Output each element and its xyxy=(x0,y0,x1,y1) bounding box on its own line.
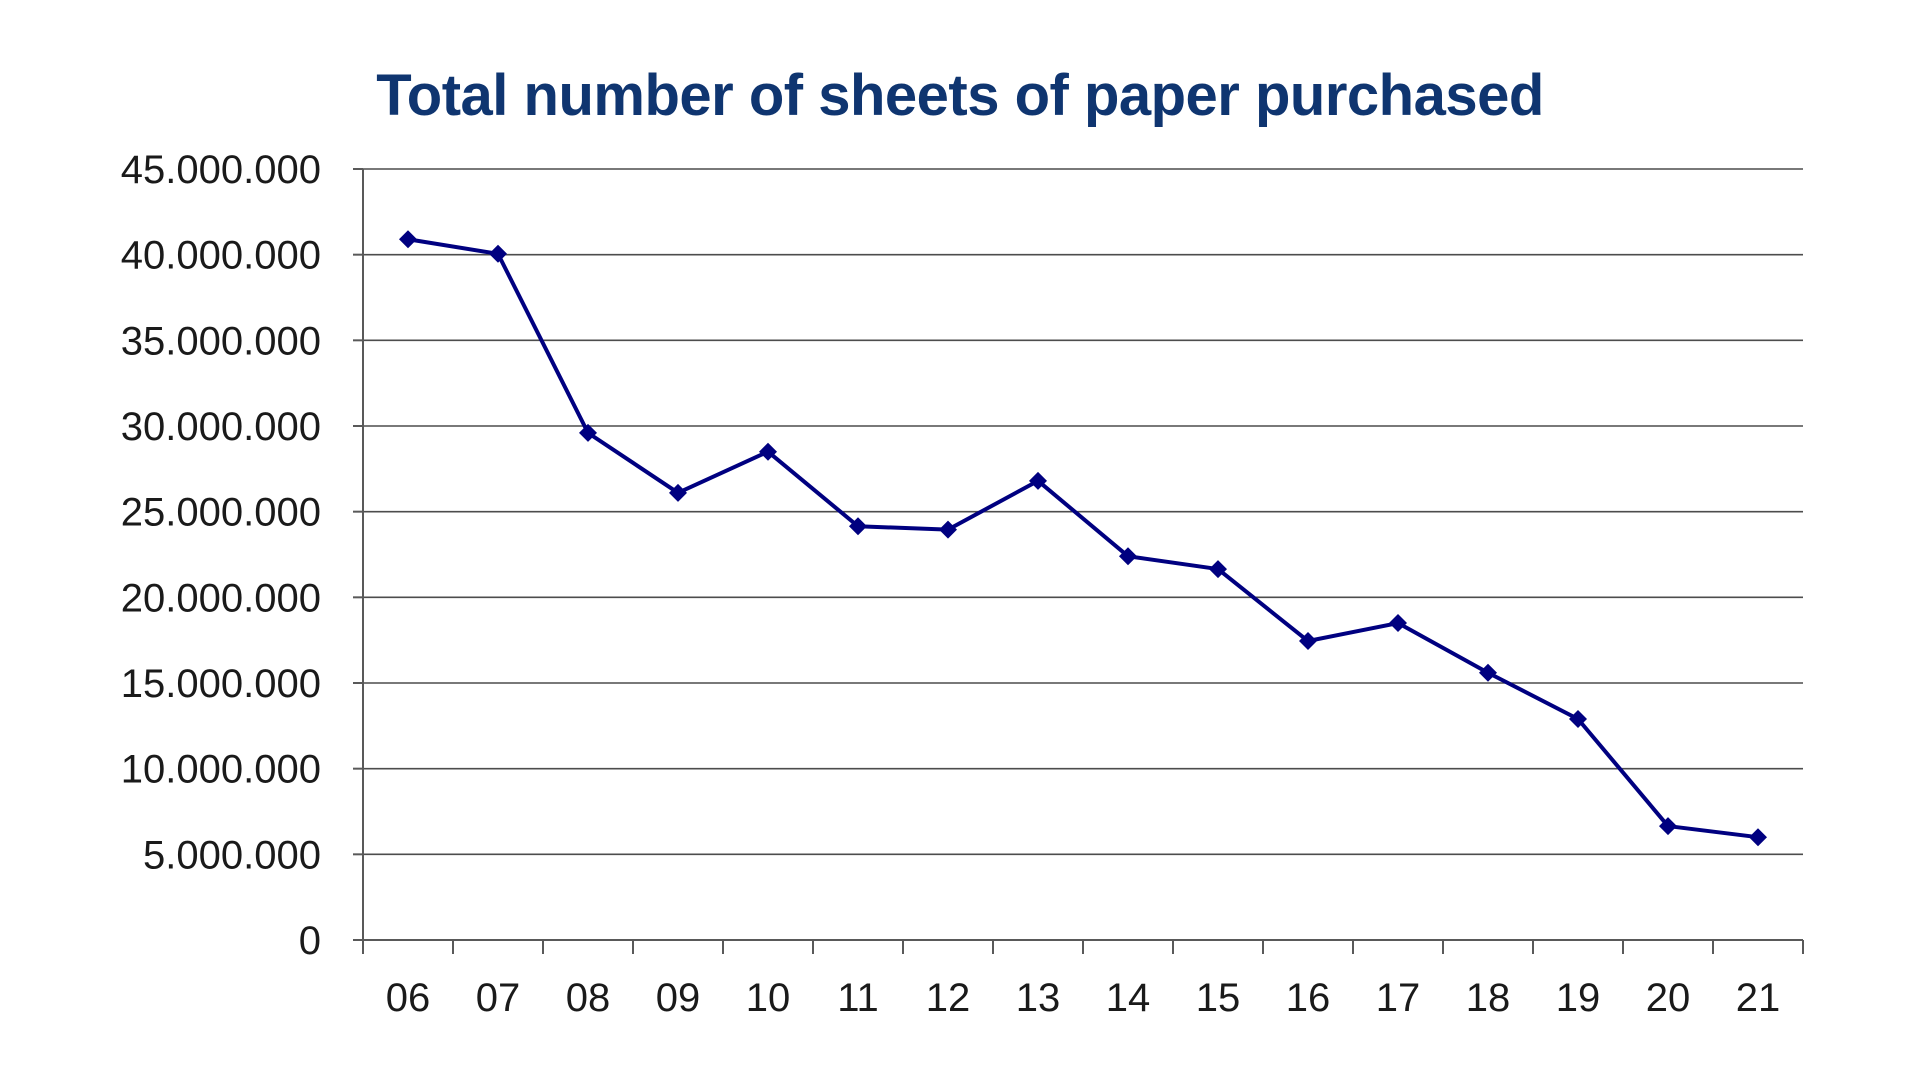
series-layer xyxy=(399,230,1767,847)
x-tick-label: 20 xyxy=(1646,976,1691,1020)
data-point-marker xyxy=(1119,547,1137,566)
data-point-marker xyxy=(399,230,417,249)
y-tick-label: 35.000.000 xyxy=(121,319,321,363)
x-tick-label: 21 xyxy=(1736,976,1781,1020)
data-point-marker xyxy=(489,244,507,263)
series-line xyxy=(407,237,1759,840)
data-point-marker xyxy=(1029,471,1047,490)
y-tick-label: 10.000.000 xyxy=(121,748,321,792)
data-point-marker xyxy=(849,517,867,536)
x-tick-label: 10 xyxy=(746,976,791,1020)
data-point-marker xyxy=(759,442,777,461)
x-tick-label: 08 xyxy=(566,976,611,1020)
x-tick-label: 07 xyxy=(476,976,521,1020)
gridlines xyxy=(363,168,1803,856)
data-point-marker xyxy=(1569,709,1587,728)
y-tick-label: 20.000.000 xyxy=(121,576,321,620)
data-point-marker xyxy=(1299,632,1317,651)
y-tick-label: 40.000.000 xyxy=(121,234,321,278)
data-point-marker xyxy=(1389,614,1407,633)
x-tick-label: 09 xyxy=(656,976,701,1020)
x-tick-label: 18 xyxy=(1466,976,1511,1020)
x-tick-labels: 06 07 08 09 10 11 12 13 14 15 16 17 18 19 20 21 xyxy=(386,976,1781,1020)
chart-title: Total number of sheets of paper purchase… xyxy=(376,63,1544,128)
x-tick-label: 14 xyxy=(1106,976,1151,1020)
data-point-marker xyxy=(1479,663,1497,682)
x-tick-label: 15 xyxy=(1196,976,1241,1020)
data-point-marker xyxy=(1659,817,1677,836)
x-tick-label: 19 xyxy=(1556,976,1601,1020)
y-tick-labels: 0 5.000.000 10.000.000 15.000.000 20.000.000… xyxy=(121,148,321,963)
data-point-marker xyxy=(939,520,957,539)
x-tick-label: 06 xyxy=(386,976,431,1020)
x-tick-label: 12 xyxy=(926,976,971,1020)
x-tick-label: 17 xyxy=(1376,976,1421,1020)
y-tick-label: 0 xyxy=(299,919,321,963)
data-point-marker xyxy=(1749,828,1767,847)
data-point-marker xyxy=(1209,560,1227,579)
axes xyxy=(353,168,1804,954)
y-tick-label: 30.000.000 xyxy=(121,405,321,449)
y-tick-label: 45.000.000 xyxy=(121,148,321,192)
x-tick-label: 16 xyxy=(1286,976,1331,1020)
x-tick-label: 11 xyxy=(837,976,879,1020)
y-tick-label: 5.000.000 xyxy=(143,833,321,877)
y-tick-label: 15.000.000 xyxy=(121,662,321,706)
x-tick-label: 13 xyxy=(1016,976,1061,1020)
data-point-marker xyxy=(669,483,687,502)
data-point-marker xyxy=(579,423,597,442)
y-tick-label: 25.000.000 xyxy=(121,491,321,535)
